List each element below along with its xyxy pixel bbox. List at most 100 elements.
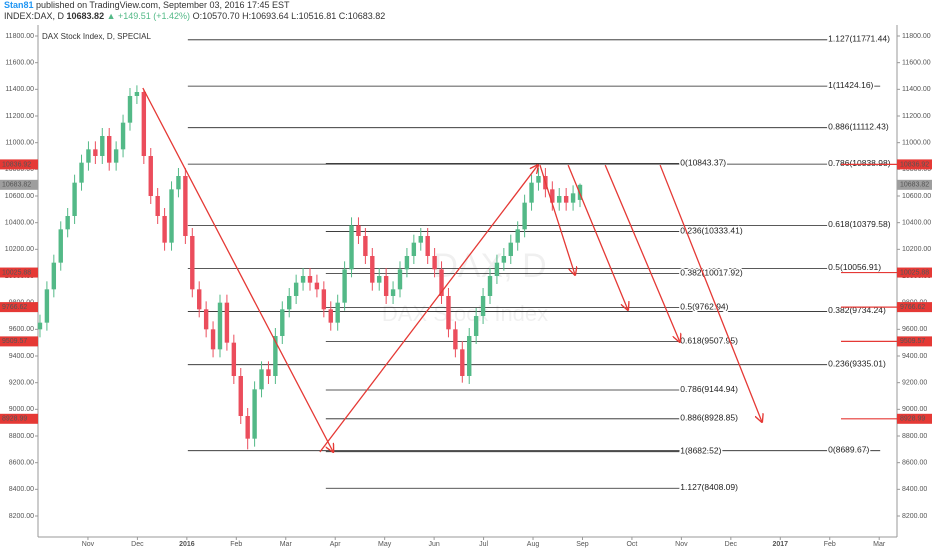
price-tag — [0, 159, 38, 170]
publish-line: Stan81 published on TradingView.com, Sep… — [4, 0, 290, 10]
y-tick-label: 8200.00 — [9, 513, 34, 520]
fib-label: 0.618(10379.58) — [828, 219, 891, 229]
x-tick-label: Mar — [873, 541, 886, 548]
ohlc: O:10570.70 H:10693.64 L:10516.81 C:10683… — [193, 11, 386, 21]
candle-body — [328, 309, 333, 323]
fib-label: 1(8682.52) — [680, 445, 721, 455]
y-tick-label: 11400.00 — [5, 86, 34, 93]
y-tick-label: 8200.00 — [902, 513, 927, 520]
price-tag-label: 9509.57 — [900, 338, 925, 345]
candle-body — [100, 136, 105, 156]
candle-body — [390, 289, 396, 296]
fib-label: 0.618(9507.95) — [680, 335, 738, 345]
candle-body — [501, 256, 507, 263]
candle-body — [273, 336, 278, 376]
x-tick-label: Apr — [330, 541, 342, 548]
fib-label: 0.786(9144.94) — [680, 384, 738, 394]
candle-body — [203, 309, 209, 330]
candle-body — [51, 262, 57, 290]
price-tag-label: 10683.82 — [900, 182, 929, 189]
candle-body — [134, 92, 140, 96]
trend-arrow — [659, 164, 762, 422]
candle-body — [418, 236, 423, 243]
x-tick-label: Nov — [82, 541, 95, 548]
author[interactable]: Stan81 — [4, 0, 34, 10]
candle-body — [120, 122, 126, 150]
x-tick-label: Oct — [626, 541, 637, 548]
candle-body — [349, 225, 354, 270]
candle-body — [65, 216, 70, 230]
last-price: 10683.82 — [67, 11, 105, 21]
candle-body — [259, 369, 264, 390]
candle-body — [446, 296, 451, 330]
y-tick-label: 10800.00 — [5, 166, 34, 173]
y-tick-label: 8400.00 — [902, 486, 927, 493]
candle-body — [536, 176, 541, 183]
x-tick-label: Feb — [824, 541, 836, 548]
price-tag-label: 10025.88 — [2, 269, 31, 276]
candle-body — [217, 302, 223, 350]
candle-body — [58, 229, 63, 263]
price-tag — [897, 413, 932, 424]
y-tick-label: 8800.00 — [902, 433, 927, 440]
candle-body — [252, 389, 257, 439]
symbol: INDEX:DAX, D — [4, 11, 65, 21]
trend-arrow — [604, 164, 680, 342]
y-tick-label: 9000.00 — [902, 406, 927, 413]
y-tick-label: 11200.00 — [5, 113, 34, 120]
candle-body — [356, 225, 361, 236]
y-tick-label: 9200.00 — [9, 380, 34, 387]
x-tick-label: May — [378, 541, 392, 548]
price-tag-label: 10683.82 — [2, 182, 31, 189]
fib-label: 1(11424.16) — [828, 80, 873, 90]
candle-body — [245, 416, 250, 439]
candle-body — [370, 256, 375, 283]
price-tag-label: 10836.92 — [2, 161, 31, 168]
candle-body — [321, 289, 327, 310]
candle-body — [439, 269, 444, 296]
candle-body — [107, 136, 112, 163]
candle-body — [460, 349, 465, 376]
y-tick-label: 11200.00 — [902, 113, 931, 120]
candle-body — [197, 289, 202, 310]
candle-body — [307, 276, 313, 283]
candle-body — [210, 329, 216, 350]
x-tick-label: 2016 — [179, 541, 195, 548]
y-tick-label: 9600.00 — [902, 326, 927, 333]
candle-body — [529, 182, 534, 203]
trend-arrow — [319, 165, 538, 453]
candle-body — [231, 342, 237, 376]
y-tick-label: 8600.00 — [902, 460, 927, 467]
candle-body — [508, 242, 513, 256]
candle-body — [169, 189, 174, 243]
price-tag-label: 8928.99 — [900, 416, 925, 423]
trend-arrow — [142, 87, 333, 452]
published: published on TradingView.com, September … — [36, 0, 290, 10]
y-tick-label: 9000.00 — [9, 406, 34, 413]
trend-arrow — [567, 164, 628, 310]
candle-body — [557, 196, 562, 203]
x-tick-label: Nov — [675, 541, 688, 548]
y-tick-label: 10600.00 — [902, 193, 931, 200]
price-tag — [0, 179, 38, 190]
candle-body — [480, 296, 486, 316]
y-tick-label: 11400.00 — [902, 86, 931, 93]
candle-body — [93, 149, 98, 156]
candle-body — [467, 336, 472, 376]
price-tag-label: 9766.62 — [2, 304, 27, 311]
candle-body — [79, 162, 84, 183]
y-tick-label: 11800.00 — [902, 33, 931, 40]
y-tick-label: 9600.00 — [9, 326, 34, 333]
candle-body — [425, 236, 430, 256]
candle-body — [127, 96, 133, 123]
candle-body — [190, 236, 195, 290]
y-tick-label: 10200.00 — [902, 246, 931, 253]
x-tick-label: Aug — [527, 541, 540, 548]
price-tag-label: 10836.92 — [900, 161, 929, 168]
candle-body — [266, 369, 271, 376]
candle-body — [363, 236, 368, 256]
y-tick-label: 8800.00 — [9, 433, 34, 440]
candle-body — [522, 202, 527, 230]
